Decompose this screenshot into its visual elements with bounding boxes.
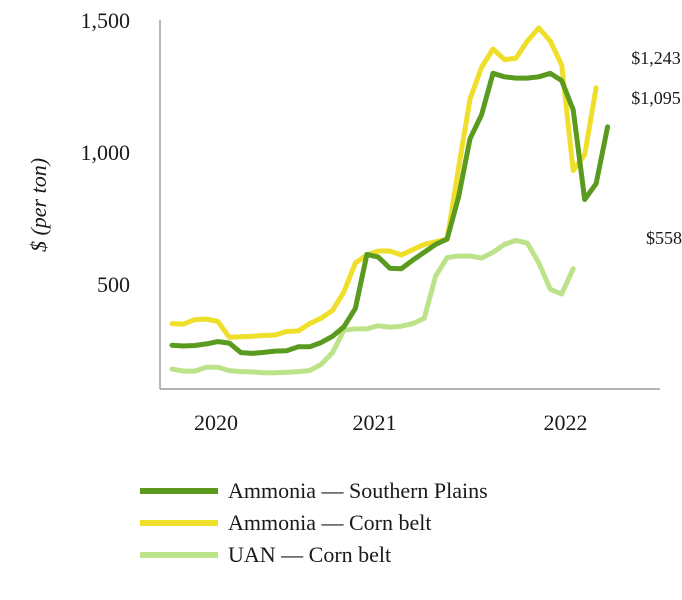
legend-label: Ammonia — Southern Plains — [228, 478, 488, 503]
legend-item: UAN — Corn belt — [140, 539, 488, 571]
legend: Ammonia — Southern Plains Ammonia — Corn … — [140, 475, 488, 571]
series-line-1 — [169, 25, 599, 340]
x-tick-label: 2021 — [353, 410, 397, 435]
axes — [159, 20, 660, 390]
series-line-0 — [169, 70, 611, 356]
legend-swatch — [140, 520, 218, 526]
y-tick-label: 1,000 — [81, 140, 131, 165]
series-end-label: $1,095 — [631, 88, 681, 108]
x-tick-label: 2022 — [544, 410, 588, 435]
series-line-2 — [169, 237, 576, 376]
legend-swatch — [140, 552, 218, 558]
legend-label: UAN — Corn belt — [228, 542, 392, 567]
series-end-label: $1,243 — [631, 48, 681, 68]
end-labels: $1,095 $1,243 $558 — [631, 48, 682, 248]
x-ticks: 2020 2021 2022 — [194, 410, 588, 435]
y-tick-label: 500 — [97, 272, 130, 297]
series-lines — [169, 25, 611, 376]
legend-label: Ammonia — Corn belt — [228, 510, 432, 535]
series-end-label: $558 — [646, 228, 682, 248]
legend-swatch — [140, 488, 218, 494]
legend-item: Ammonia — Southern Plains — [140, 475, 488, 507]
x-tick-label: 2020 — [194, 410, 238, 435]
legend-item: Ammonia — Corn belt — [140, 507, 488, 539]
y-axis-title: $ (per ton) — [26, 158, 51, 252]
y-tick-label: 1,500 — [81, 8, 131, 33]
y-ticks: 500 1,000 1,500 — [81, 8, 131, 297]
